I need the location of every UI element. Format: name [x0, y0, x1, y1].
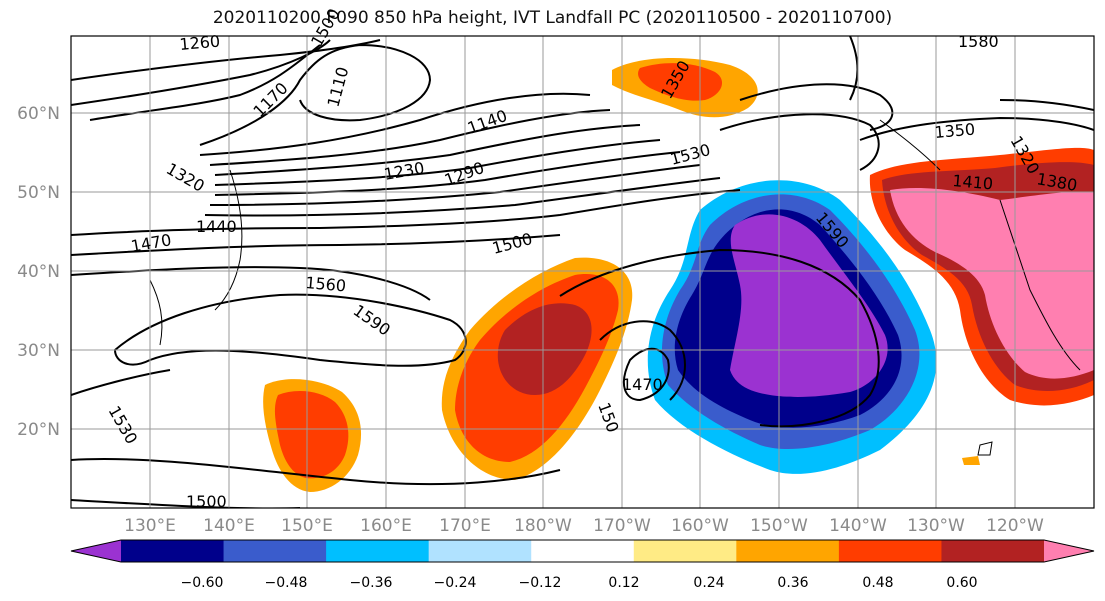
colorbar-tick-label: 0.36: [777, 575, 808, 591]
latitude-labels: 60°N 50°N 40°N 30°N 20°N: [17, 104, 60, 440]
lon-label: 130°W: [907, 516, 965, 536]
contour-label: 1350: [934, 120, 976, 142]
negative-anomaly-core: [730, 214, 888, 397]
lat-label: 30°N: [17, 341, 60, 361]
colorbar-extend-low: [71, 540, 121, 562]
colorbar-tick-label: −0.48: [265, 575, 308, 591]
ivt-shading: [263, 58, 1094, 492]
map-border: [70, 35, 1095, 509]
contour-label: 1500: [186, 492, 227, 511]
map-title: 2020110200 F090 850 hPa height, IVT Land…: [212, 8, 893, 28]
lon-label: 140°W: [829, 516, 887, 536]
positive-anomaly-west-inner: [274, 390, 349, 479]
contour-label: 1410: [952, 171, 994, 193]
colorbar-tick-label: −0.36: [350, 575, 393, 591]
contour-label: 1470: [622, 375, 663, 394]
contour-label: 1560: [305, 273, 347, 295]
lon-label: 160°W: [671, 516, 729, 536]
colorbar-segment: [223, 540, 327, 562]
colorbar-segment: [428, 540, 532, 562]
lon-label: 170°E: [439, 516, 491, 536]
contour-label: 1260: [179, 32, 221, 54]
lon-label: 170°W: [593, 516, 651, 536]
lat-label: 60°N: [17, 104, 60, 124]
lon-label: 160°E: [360, 516, 412, 536]
colorbar-tick-label: 0.12: [608, 575, 639, 591]
lat-label: 20°N: [17, 420, 60, 440]
colorbar-segment: [531, 540, 635, 562]
lat-label: 50°N: [17, 183, 60, 203]
lon-label: 180°W: [514, 516, 572, 536]
colorbar-segment: [941, 540, 1045, 562]
colorbar-outline: [70, 539, 1095, 563]
colorbar-tick-label: −0.12: [519, 575, 562, 591]
positive-anomaly-coast-core: [890, 188, 1094, 379]
colorbar-tick-label: 0.48: [862, 575, 893, 591]
lon-label: 130°E: [124, 516, 176, 536]
colorbar-tick-label: 0.24: [693, 575, 724, 591]
positive-anomaly-alaska-inner: [638, 63, 723, 101]
colorbar-segment: [326, 540, 430, 562]
colorbar-segment: [121, 540, 225, 562]
colorbar-segment: [736, 540, 840, 562]
contour-label: 1440: [196, 217, 237, 236]
colorbar-tick-label: −0.24: [434, 575, 477, 591]
graticule: [71, 36, 1094, 508]
positive-anomaly-central-core: [497, 303, 592, 395]
lat-label: 40°N: [17, 262, 60, 282]
contour-label: 1580: [958, 32, 999, 51]
colorbar-tick-label: −0.60: [181, 575, 224, 591]
lon-label: 140°E: [203, 516, 255, 536]
height-contours: [71, 36, 1094, 508]
longitude-labels: 130°E 140°E 150°E 160°E 170°E 180°W 170°…: [124, 516, 1044, 536]
colorbar-extend-high: [1044, 540, 1094, 562]
colorbar-tick-label: 0.60: [946, 575, 977, 591]
positive-anomaly-small: [962, 456, 980, 465]
lon-label: 150°W: [750, 516, 808, 536]
colorbar-labels: −0.60 −0.48 −0.36 −0.24 −0.12 0.12 0.24 …: [181, 575, 978, 591]
colorbar-segment: [633, 540, 737, 562]
lon-label: 120°W: [986, 516, 1044, 536]
colorbar: [70, 539, 1095, 563]
colorbar-segment: [838, 540, 942, 562]
lon-label: 150°E: [281, 516, 333, 536]
